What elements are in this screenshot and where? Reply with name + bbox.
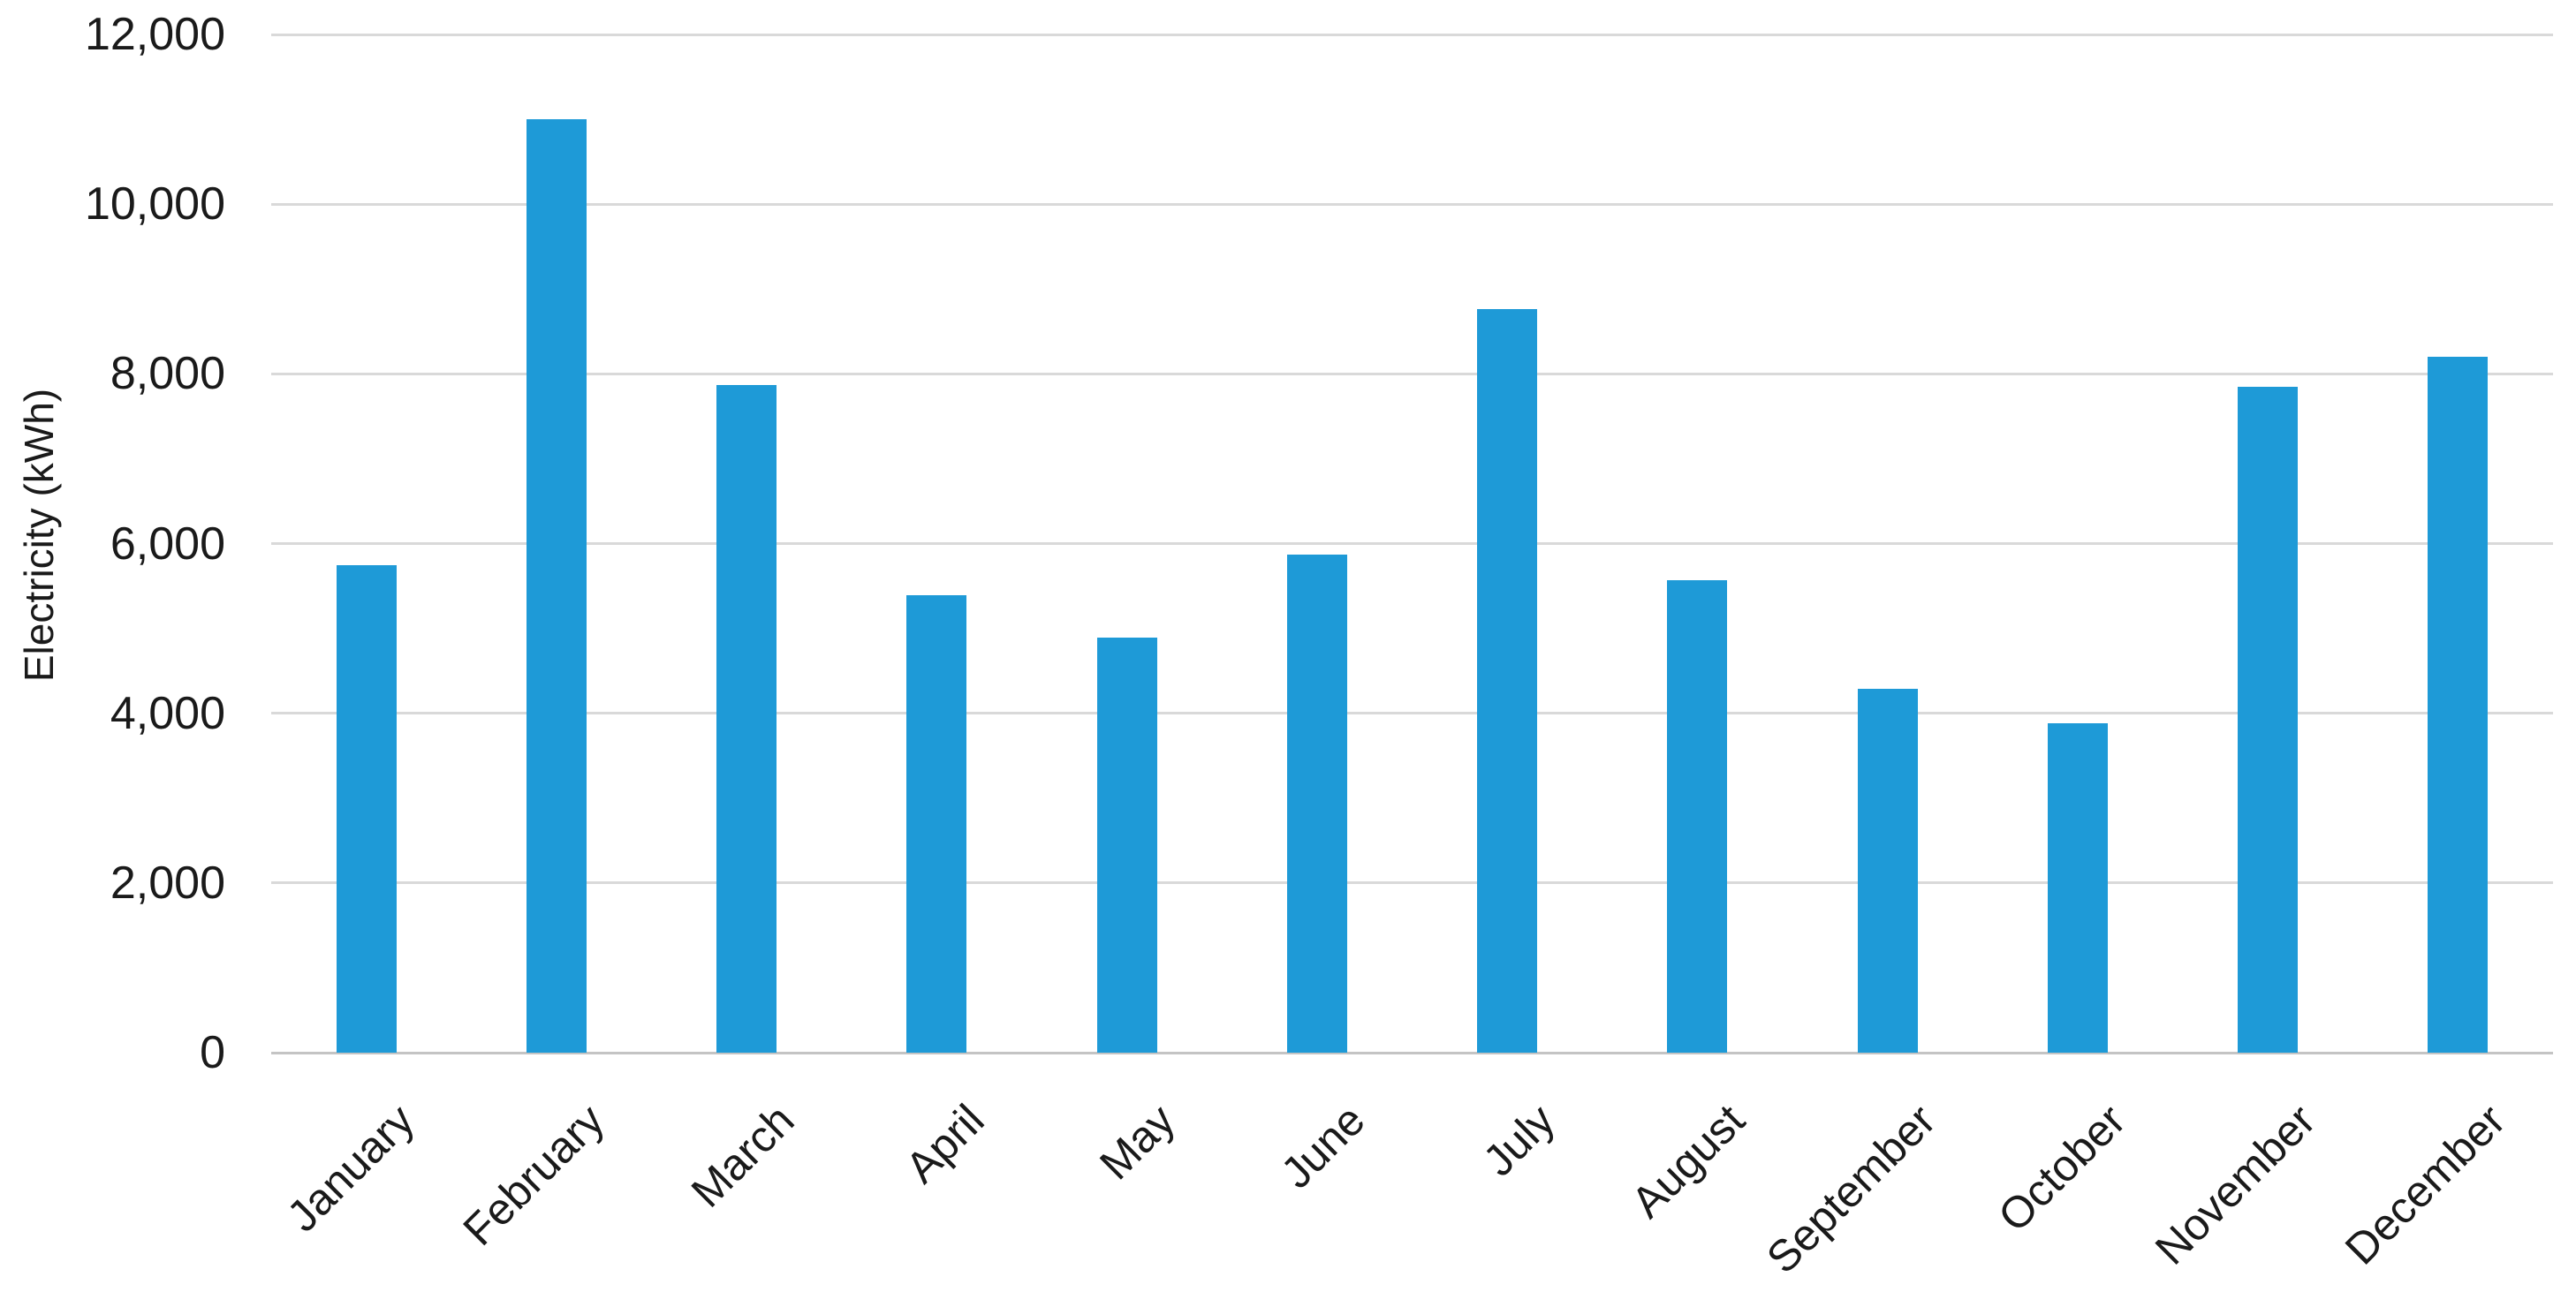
bar-may <box>1096 638 1157 1053</box>
y-tick-label-0: 0 <box>200 1027 225 1078</box>
y-tick-label-10000: 10,000 <box>84 178 225 230</box>
y-tick-label-8000: 8,000 <box>110 348 225 400</box>
bar-february <box>526 119 587 1053</box>
bar-november <box>2238 386 2299 1053</box>
bar-june <box>1286 554 1347 1053</box>
gridline-12000 <box>271 33 2553 36</box>
y-tick-label-4000: 4,000 <box>110 687 225 739</box>
gridline-10000 <box>271 202 2553 206</box>
bar-july <box>1477 309 1538 1053</box>
y-tick-label-12000: 12,000 <box>84 9 225 60</box>
y-tick-label-6000: 6,000 <box>110 518 225 570</box>
bar-april <box>906 595 967 1053</box>
x-axis-line <box>271 1051 2553 1054</box>
bar-august <box>1667 579 1728 1053</box>
y-tick-label-2000: 2,000 <box>110 857 225 909</box>
bar-september <box>1857 688 1918 1053</box>
gridline-8000 <box>271 372 2553 375</box>
bar-january <box>336 564 397 1053</box>
x-tick-label-january: January <box>277 1095 424 1242</box>
bar-december <box>2428 357 2489 1053</box>
gridline-2000 <box>271 881 2553 885</box>
gridline-4000 <box>271 712 2553 715</box>
bar-march <box>716 384 777 1053</box>
gridline-6000 <box>271 542 2553 545</box>
bar-october <box>2047 723 2108 1053</box>
